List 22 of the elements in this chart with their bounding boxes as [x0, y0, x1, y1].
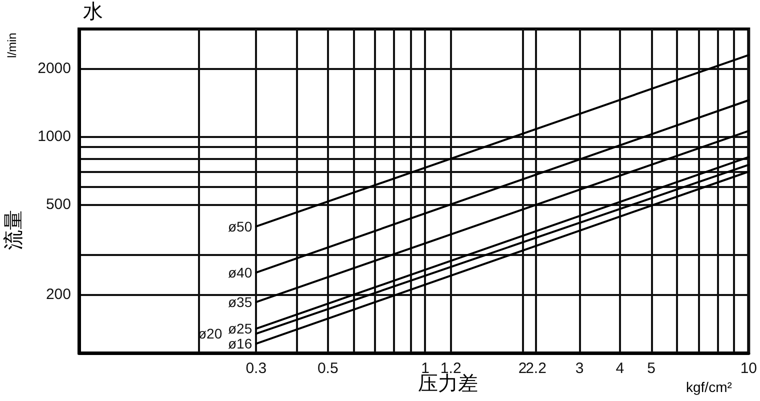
x-tick-label: 0.5	[317, 360, 338, 377]
series-label: ø35	[228, 294, 252, 310]
x-axis-title: 压力差	[418, 373, 478, 395]
y-axis-title: 流量	[3, 210, 25, 250]
x-tick-label: 5	[647, 360, 656, 377]
x-tick-label: 2.2	[526, 360, 546, 377]
series-label: ø50	[228, 218, 252, 234]
series-label: ø25	[228, 320, 252, 337]
series-label: ø16	[228, 336, 252, 352]
y-tick-label: 2000	[38, 60, 71, 78]
y-tick-label: 200	[46, 286, 71, 303]
text: l/min	[5, 32, 19, 58]
x-tick-label: 2	[518, 360, 527, 377]
chart-title: 水	[83, 1, 103, 23]
x-tick-label: 10	[740, 360, 757, 377]
y-tick-label: 1000	[38, 128, 71, 146]
x-tick-label: 4	[616, 360, 624, 377]
x-tick-label: 3	[575, 360, 584, 377]
y-tick-label: 500	[46, 196, 71, 214]
text: kgf/cm²	[686, 379, 732, 395]
x-tick-label: 0.3	[246, 360, 267, 377]
series-label: ø40	[228, 264, 252, 281]
